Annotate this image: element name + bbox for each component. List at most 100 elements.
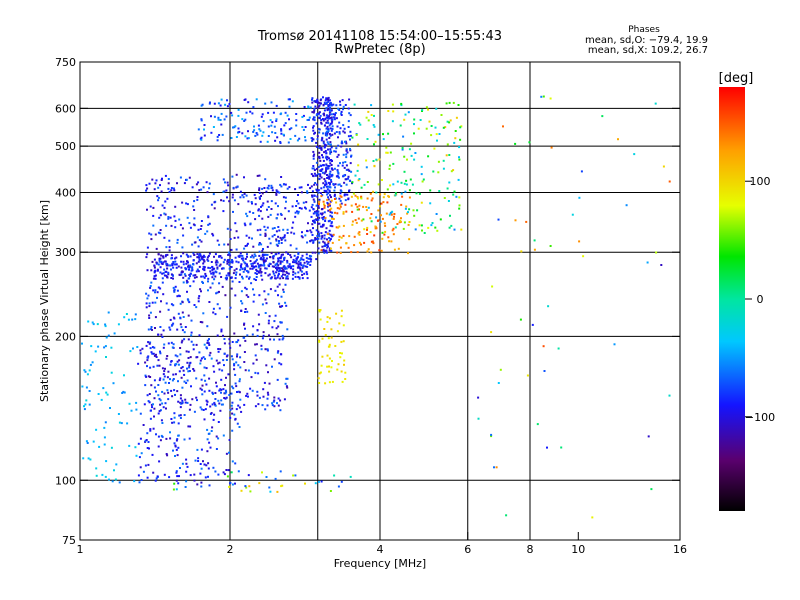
echo-point [322, 159, 325, 162]
echo-point [208, 102, 211, 105]
echo-point [256, 262, 259, 265]
echo-point [183, 331, 186, 334]
echo-point [367, 110, 370, 113]
echo-point [186, 298, 189, 301]
echo-point [208, 222, 211, 225]
echo-point [312, 239, 315, 242]
echo-point [81, 342, 83, 345]
echo-point [225, 278, 228, 281]
echo-point [230, 266, 233, 268]
echo-point [196, 399, 198, 402]
echo-point [243, 247, 246, 250]
echo-point [254, 354, 257, 357]
echo-point [286, 261, 289, 264]
echo-point [277, 274, 280, 277]
echo-point [279, 141, 282, 143]
echo-point [247, 137, 250, 140]
echo-point [322, 186, 325, 189]
echo-point [322, 96, 324, 99]
echo-point [103, 426, 106, 429]
echo-point [301, 126, 304, 128]
echo-point [336, 226, 339, 229]
echo-point [252, 300, 255, 303]
echo-point [287, 253, 290, 255]
echo-point [314, 131, 316, 134]
echo-point [162, 406, 165, 409]
echo-point [187, 338, 190, 341]
echo-point [209, 446, 212, 449]
echo-point [204, 272, 207, 275]
echo-point [158, 460, 161, 463]
echo-point [275, 193, 278, 196]
echo-point [323, 143, 326, 146]
echo-point [212, 466, 215, 469]
echo-point [107, 311, 110, 314]
echo-point [89, 363, 92, 366]
echo-point [284, 183, 287, 186]
echo-point [105, 460, 108, 463]
echo-point [223, 352, 226, 355]
echo-point [160, 333, 163, 336]
echo-point [247, 474, 250, 477]
echo-point [182, 281, 185, 284]
echo-point [365, 206, 368, 208]
echo-point [303, 261, 306, 264]
echo-point [210, 203, 213, 206]
echo-point [285, 385, 288, 388]
echo-point [331, 128, 334, 130]
echo-point [339, 127, 342, 130]
echo-point [365, 116, 368, 119]
echo-point [208, 182, 211, 185]
echo-point [382, 138, 385, 141]
echo-point [208, 484, 211, 487]
echo-point [162, 373, 165, 376]
echo-point [647, 435, 650, 438]
echo-point [288, 265, 291, 268]
echo-point [208, 354, 211, 357]
echo-point [228, 274, 231, 277]
echo-point [336, 251, 339, 254]
echo-point [384, 230, 387, 233]
echo-point [254, 197, 257, 200]
echo-point [187, 277, 190, 280]
echo-point [235, 385, 238, 388]
echo-point [275, 263, 278, 266]
echo-point [226, 227, 229, 230]
echo-point [396, 223, 399, 225]
echo-point [154, 277, 157, 280]
echo-point [179, 223, 182, 226]
echo-point [421, 229, 423, 232]
echo-point [222, 210, 225, 213]
echo-point [393, 213, 396, 215]
echo-point [199, 228, 202, 230]
echo-point [88, 403, 91, 406]
echo-point [187, 314, 190, 317]
echo-point [263, 253, 266, 256]
echo-point [423, 232, 426, 234]
echo-point [179, 406, 182, 409]
echo-point [184, 326, 187, 328]
echo-point [350, 204, 353, 207]
echo-point [195, 262, 198, 265]
echo-point [172, 488, 175, 491]
echo-point [338, 235, 341, 238]
echo-point [625, 204, 628, 207]
echo-point [231, 460, 234, 463]
echo-point [320, 122, 323, 125]
echo-point [340, 112, 343, 115]
echo-point [342, 108, 344, 111]
echo-point [386, 201, 389, 204]
echo-point [144, 439, 147, 442]
echo-point [231, 193, 234, 196]
echo-point [315, 210, 318, 213]
echo-point [282, 133, 285, 136]
echo-point [200, 485, 203, 488]
echo-point [180, 266, 183, 269]
echo-point [309, 257, 311, 260]
echo-point [225, 469, 228, 471]
echo-point [164, 255, 167, 258]
echo-point [227, 373, 230, 376]
echo-point [334, 211, 336, 214]
echo-point [162, 272, 165, 275]
echo-point [274, 314, 277, 317]
